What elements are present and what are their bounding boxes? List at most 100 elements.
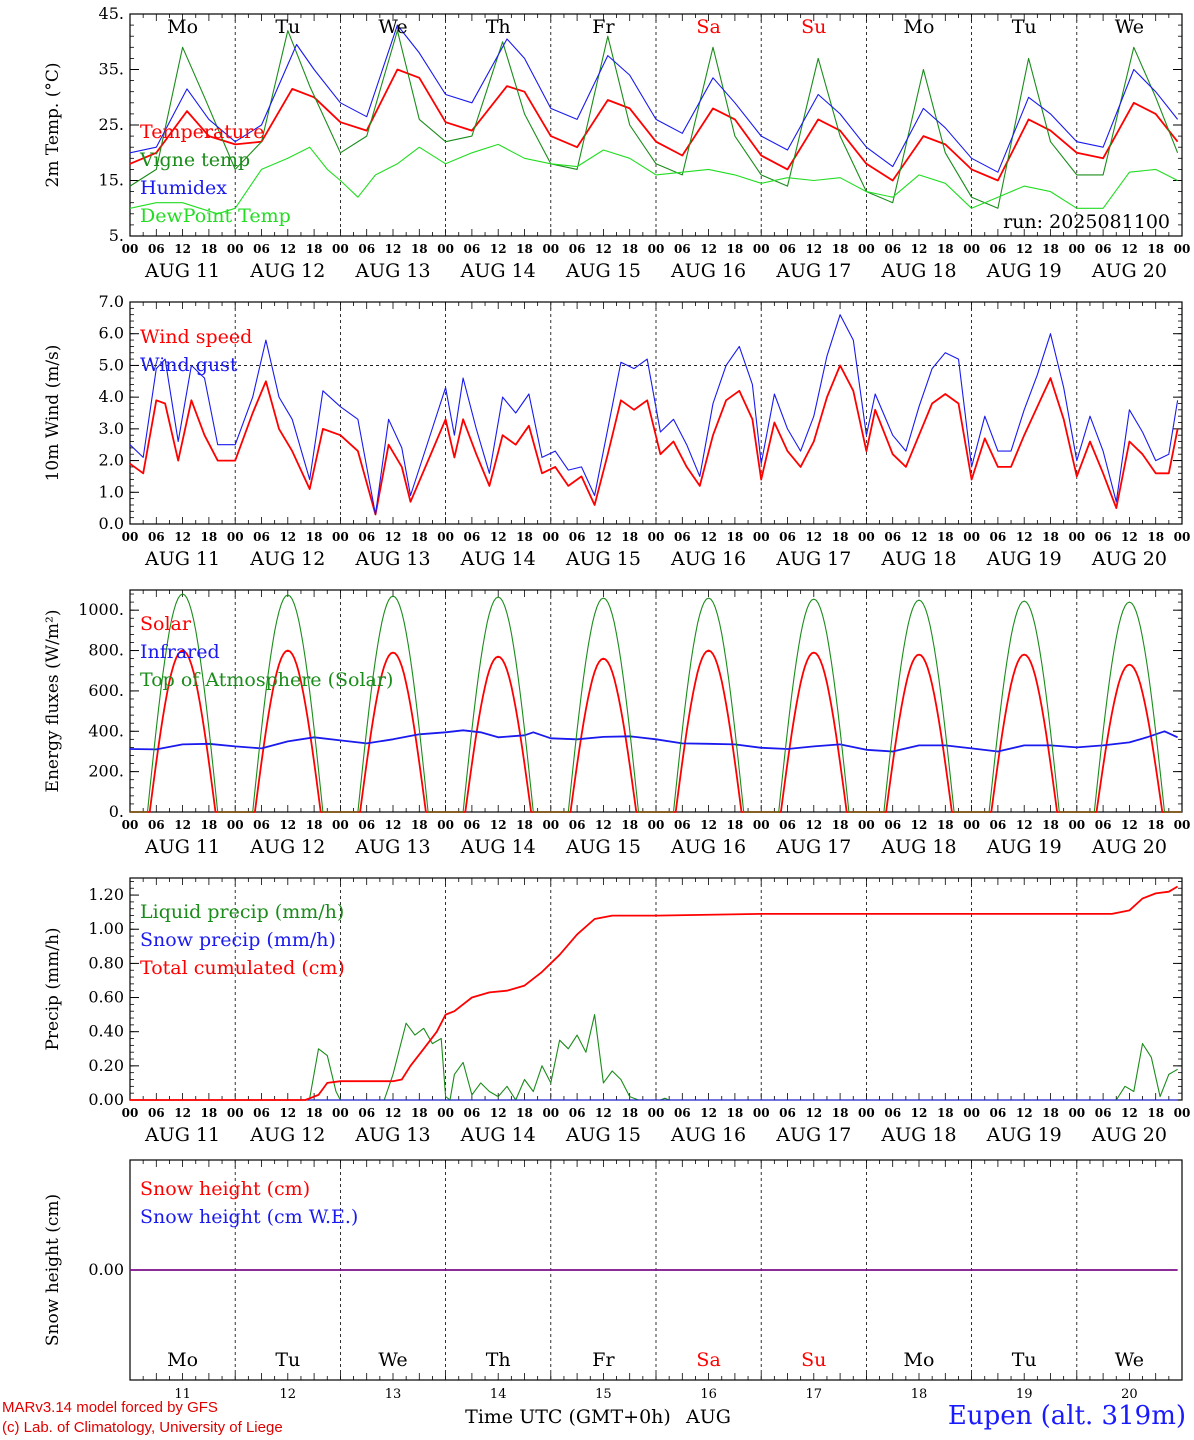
hour-tick-label: 06	[884, 1106, 901, 1120]
hour-tick-label: 00	[858, 818, 875, 832]
hour-tick-label: 06	[779, 530, 796, 544]
hour-tick-label: 00	[963, 1106, 980, 1120]
hour-tick-label: 00	[1174, 242, 1191, 256]
series-line	[129, 143, 1178, 215]
hour-tick-label: 18	[201, 242, 218, 256]
day-name: Mo	[904, 1349, 935, 1371]
hour-tick-label: 12	[279, 242, 296, 256]
y-axis-label: Energy fluxes (W/m²)	[43, 610, 63, 793]
date-number: 13	[385, 1387, 402, 1402]
hour-tick-label: 18	[1147, 1106, 1164, 1120]
hour-tick-label: 06	[990, 242, 1007, 256]
day-name: We	[1115, 1349, 1144, 1371]
hour-tick-label: 18	[621, 818, 638, 832]
hour-tick-label: 12	[911, 242, 928, 256]
date-label: AUG 17	[775, 260, 851, 282]
y-tick-label: 0.40	[88, 1022, 124, 1041]
hour-tick-label: 12	[174, 1106, 191, 1120]
series-line	[129, 30, 1179, 209]
date-label: AUG 15	[565, 260, 641, 282]
y-tick-label: 0.20	[88, 1056, 124, 1075]
hour-tick-label: 06	[569, 1106, 586, 1120]
hour-tick-label: 18	[411, 1106, 428, 1120]
hour-tick-label: 00	[858, 530, 875, 544]
panel-1	[129, 13, 1183, 237]
hour-tick-label: 18	[201, 818, 218, 832]
hour-tick-label: 06	[464, 1106, 481, 1120]
hour-tick-label: 00	[648, 530, 665, 544]
hour-tick-label: 18	[832, 242, 849, 256]
hour-tick-label: 12	[385, 530, 402, 544]
hour-tick-label: 12	[1016, 1106, 1033, 1120]
hour-tick-label: 00	[753, 530, 770, 544]
hour-tick-label: 12	[700, 530, 717, 544]
date-label: AUG 17	[775, 548, 851, 570]
series-line	[129, 729, 1178, 753]
day-name: We	[1115, 16, 1144, 38]
legend-entry: Wind speed	[140, 326, 252, 348]
date-number: 11	[174, 1387, 191, 1402]
hour-tick-label: 06	[148, 818, 165, 832]
hour-tick-label: 06	[569, 530, 586, 544]
day-name: Fr	[592, 1349, 615, 1371]
hour-tick-label: 12	[490, 818, 507, 832]
date-number: 12	[280, 1387, 297, 1402]
hour-tick-label: 00	[1068, 530, 1085, 544]
day-name: We	[378, 1349, 407, 1371]
day-name: Su	[801, 16, 826, 38]
hour-tick-label: 18	[1042, 1106, 1059, 1120]
hour-tick-label: 06	[779, 242, 796, 256]
hour-tick-label: 06	[464, 530, 481, 544]
hour-tick-label: 06	[148, 530, 165, 544]
hour-tick-label: 00	[437, 530, 454, 544]
series-line	[129, 24, 1179, 173]
date-label: AUG 13	[354, 548, 430, 570]
hour-tick-label: 00	[1068, 818, 1085, 832]
y-tick-label: 7.0	[99, 292, 124, 311]
hour-tick-label: 00	[1174, 818, 1191, 832]
legend-entry: Liquid precip (mm/h)	[140, 901, 344, 923]
hour-tick-label: 06	[884, 818, 901, 832]
y-tick-label: 400.	[88, 721, 124, 740]
hour-tick-label: 00	[648, 242, 665, 256]
hour-tick-label: 00	[437, 818, 454, 832]
y-tick-label: 6.0	[99, 324, 124, 343]
hour-tick-label: 00	[753, 1106, 770, 1120]
date-number: 18	[911, 1387, 928, 1402]
month-label: AUG	[685, 1406, 731, 1428]
date-label: AUG 11	[144, 836, 220, 858]
date-label: AUG 16	[670, 1124, 746, 1146]
hour-tick-label: 18	[937, 530, 954, 544]
y-tick-label: 0.00	[88, 1090, 124, 1109]
hour-tick-label: 18	[832, 530, 849, 544]
day-name: We	[378, 16, 407, 38]
hour-tick-label: 12	[279, 530, 296, 544]
hour-tick-label: 06	[990, 1106, 1007, 1120]
date-label: AUG 14	[460, 836, 536, 858]
panel-2	[129, 301, 1183, 525]
hour-tick-label: 06	[253, 242, 270, 256]
hour-tick-label: 06	[674, 530, 691, 544]
panel-5	[129, 1159, 1183, 1381]
hour-tick-label: 00	[332, 530, 349, 544]
y-axis-label: Snow height (cm)	[43, 1194, 63, 1346]
hour-tick-label: 18	[1147, 242, 1164, 256]
hour-tick-label: 06	[358, 242, 375, 256]
hour-tick-label: 06	[884, 530, 901, 544]
hour-tick-label: 00	[542, 242, 559, 256]
legend-entry: Total cumulated (cm)	[140, 957, 345, 979]
hour-tick-label: 18	[1147, 530, 1164, 544]
hour-tick-label: 18	[832, 818, 849, 832]
hour-tick-label: 18	[1042, 242, 1059, 256]
hour-tick-label: 00	[542, 530, 559, 544]
hour-tick-label: 18	[411, 242, 428, 256]
hour-tick-label: 00	[1068, 1106, 1085, 1120]
hour-tick-label: 12	[595, 1106, 612, 1120]
legend-entry: Snow height (cm W.E.)	[140, 1206, 358, 1228]
hour-tick-label: 12	[911, 818, 928, 832]
hour-tick-label: 12	[700, 242, 717, 256]
y-tick-label: 5.0	[99, 355, 124, 374]
hour-tick-label: 12	[805, 818, 822, 832]
hour-tick-label: 18	[727, 242, 744, 256]
hour-tick-label: 00	[122, 818, 139, 832]
